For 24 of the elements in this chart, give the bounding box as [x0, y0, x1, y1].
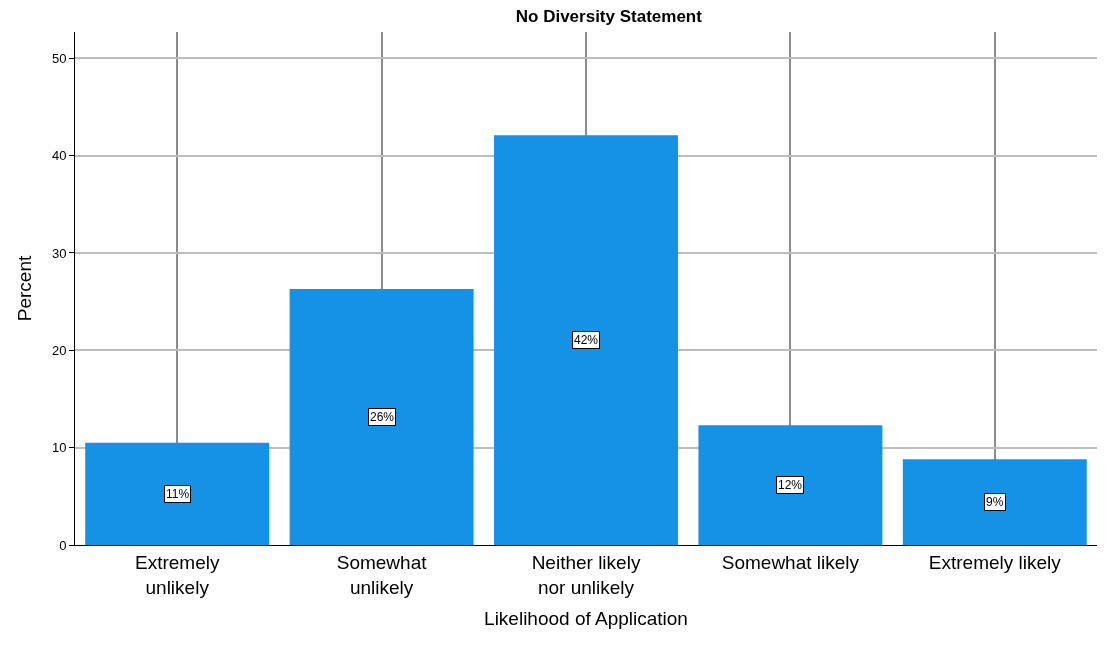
x-tick-label: Extremely likely: [928, 551, 1062, 573]
y-tick-label: 0: [59, 537, 67, 553]
y-tick-label: 10: [51, 440, 67, 456]
bar: [85, 442, 270, 545]
y-tick-label: 30: [51, 245, 67, 261]
y-axis-title: Percent: [13, 255, 35, 322]
x-tick-label: Somewhat likely: [721, 551, 860, 573]
x-tick-label: Extremely unlikely: [134, 551, 220, 598]
data-label: 42%: [574, 333, 599, 347]
x-axis-title: Likelihood of Application: [484, 608, 688, 630]
y-tick-label: 40: [51, 148, 67, 164]
data-label: 12%: [778, 478, 803, 492]
y-tick-label: 50: [51, 50, 67, 66]
data-label: 9%: [986, 495, 1004, 509]
bar: [698, 425, 883, 545]
x-tick-label: Neither likely nor unlikely: [531, 551, 641, 598]
y-tick-label: 20: [51, 342, 67, 358]
chart-title: No Diversity Statement: [515, 6, 703, 26]
bar: [494, 135, 678, 545]
data-label: 11%: [166, 487, 190, 501]
x-tick-label: Somewhat unlikely: [336, 551, 428, 598]
data-label: 26%: [370, 410, 395, 424]
bar: [289, 288, 474, 545]
bar: [902, 459, 1087, 545]
